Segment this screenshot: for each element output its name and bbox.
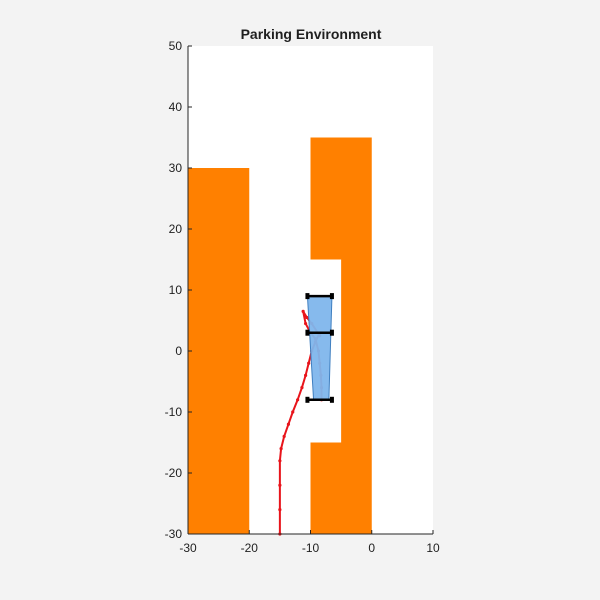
- trajectory-point: [304, 321, 308, 326]
- trajectory-point: [291, 410, 295, 414]
- x-tick-label: 10: [426, 541, 440, 555]
- trajectory-point: [301, 309, 305, 313]
- trajectory-point: [278, 508, 282, 512]
- vehicle-wheel: [305, 293, 310, 300]
- trajectory-point: [282, 434, 286, 438]
- x-tick-label: -10: [302, 541, 320, 555]
- vehicle-wheel: [305, 396, 310, 403]
- vehicle-wheel: [329, 293, 334, 300]
- obstacle-block-1: [310, 137, 372, 260]
- x-tick-label: -30: [179, 541, 197, 555]
- y-tick-label: 10: [169, 283, 183, 297]
- vehicle-wheel: [305, 329, 310, 336]
- vehicle-layer: [305, 293, 334, 403]
- vehicle-wheel: [329, 396, 334, 403]
- trajectory-point: [278, 459, 282, 463]
- obstacle-block-2: [341, 259, 372, 443]
- y-tick-label: 0: [175, 344, 182, 358]
- y-ticks-layer: -30 -20 -10 0 10 20 30 40 50: [165, 39, 192, 541]
- trajectory-point: [279, 447, 283, 451]
- x-ticks-layer: -30 -20 -10 0 10: [179, 530, 440, 555]
- obstacles-layer: [188, 137, 372, 534]
- trajectory-point: [300, 386, 304, 390]
- y-tick-label: -30: [165, 527, 183, 541]
- trajectory-point: [305, 315, 309, 320]
- chart-title: Parking Environment: [241, 26, 382, 42]
- y-tick-label: -20: [165, 466, 183, 480]
- y-tick-label: 30: [169, 161, 183, 175]
- trajectory-point: [278, 483, 282, 487]
- y-tick-label: 20: [169, 222, 183, 236]
- y-tick-label: -10: [165, 405, 183, 419]
- trajectory-point: [307, 361, 311, 365]
- x-tick-label: -20: [241, 541, 259, 555]
- trajectory-point: [286, 422, 291, 426]
- y-tick-label: 50: [169, 39, 183, 53]
- vehicle-wheel: [329, 329, 334, 336]
- trajectory-point: [304, 373, 308, 377]
- obstacle-block-0: [188, 168, 250, 534]
- y-tick-label: 40: [169, 100, 183, 114]
- x-tick-label: 0: [368, 541, 375, 555]
- trajectory-point: [296, 398, 300, 402]
- obstacle-block-3: [310, 442, 372, 534]
